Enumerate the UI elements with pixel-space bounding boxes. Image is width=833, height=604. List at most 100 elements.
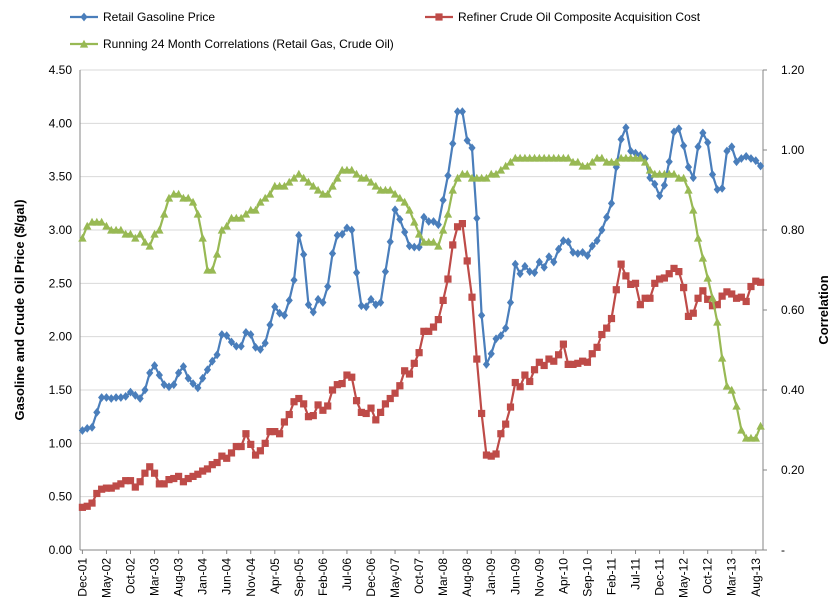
marker: [438, 225, 448, 234]
marker: [150, 469, 159, 477]
marker: [112, 482, 120, 490]
marker: [93, 489, 101, 498]
marker: [135, 229, 145, 238]
marker: [314, 294, 322, 304]
marker: [680, 284, 688, 292]
marker: [703, 273, 712, 282]
marker: [218, 452, 226, 460]
marker: [357, 301, 365, 311]
marker: [333, 230, 341, 240]
marker: [597, 153, 607, 162]
series-line: [81, 110, 762, 432]
marker: [396, 214, 404, 224]
y-tick-label: 0.50: [49, 490, 73, 504]
marker: [732, 157, 741, 167]
marker: [747, 282, 755, 291]
marker: [689, 173, 697, 183]
marker: [145, 241, 154, 250]
marker: [579, 357, 587, 365]
x-tick-label: Oct-07: [412, 558, 426, 594]
marker: [377, 298, 385, 307]
marker: [232, 341, 240, 351]
marker: [256, 197, 265, 206]
x-tick-label: Mar-03: [148, 558, 162, 596]
marker: [83, 424, 91, 433]
marker: [102, 393, 111, 402]
marker: [742, 152, 750, 161]
marker: [164, 193, 174, 202]
marker: [689, 205, 698, 214]
legend-label: Running 24 Month Correlations (Retail Ga…: [103, 37, 394, 51]
marker: [631, 279, 640, 287]
marker: [554, 244, 563, 254]
marker: [150, 229, 159, 238]
marker: [718, 292, 726, 300]
y-tick-label: 3.00: [49, 223, 73, 237]
series: [78, 107, 765, 435]
marker: [410, 359, 418, 367]
x-tick-label: Jan-04: [196, 558, 210, 595]
x-tick-label: Mar-08: [436, 558, 450, 596]
marker: [521, 261, 529, 271]
marker: [236, 213, 246, 222]
marker: [603, 212, 611, 222]
marker: [107, 394, 115, 403]
x-tick-label: Dec-11: [653, 558, 667, 596]
series: [78, 220, 765, 511]
marker: [141, 469, 149, 477]
marker: [97, 217, 106, 226]
marker: [184, 193, 193, 202]
marker: [747, 154, 755, 163]
marker: [636, 301, 644, 309]
marker: [170, 380, 178, 390]
marker: [309, 412, 317, 420]
marker: [511, 378, 519, 387]
marker: [530, 366, 539, 374]
marker: [516, 383, 524, 391]
marker: [338, 380, 346, 388]
marker: [478, 409, 486, 418]
y-tick-label: 4.00: [49, 116, 73, 130]
marker: [473, 355, 481, 363]
marker: [415, 349, 423, 357]
marker: [193, 209, 203, 218]
marker: [593, 236, 601, 246]
marker: [496, 165, 506, 174]
marker: [362, 302, 370, 312]
marker: [530, 268, 539, 278]
marker: [289, 173, 299, 182]
x-tick-label: Jan-09: [484, 558, 498, 595]
marker: [217, 225, 227, 234]
marker: [386, 185, 395, 194]
marker: [732, 294, 741, 302]
marker: [497, 331, 505, 340]
marker: [213, 350, 221, 360]
marker: [328, 386, 337, 394]
marker: [497, 430, 505, 438]
y2-tick-label: 1.00: [781, 143, 805, 157]
marker: [391, 389, 399, 397]
marker: [574, 249, 582, 258]
marker: [665, 270, 673, 278]
marker: [612, 286, 620, 294]
marker: [698, 253, 708, 262]
marker: [559, 236, 567, 246]
marker: [579, 248, 587, 257]
marker: [98, 393, 106, 402]
marker: [588, 350, 596, 358]
marker: [242, 430, 250, 438]
marker: [603, 324, 611, 332]
y2-tick-label: 0.60: [781, 303, 805, 317]
x-tick-label: Nov-04: [244, 558, 258, 597]
marker: [165, 476, 173, 484]
marker: [256, 345, 264, 354]
marker: [98, 485, 106, 493]
marker: [627, 280, 635, 288]
marker: [203, 365, 212, 375]
marker: [727, 385, 736, 394]
marker: [141, 385, 149, 395]
marker: [439, 296, 447, 304]
y-tick-label: 1.00: [49, 436, 73, 450]
marker: [487, 452, 495, 460]
